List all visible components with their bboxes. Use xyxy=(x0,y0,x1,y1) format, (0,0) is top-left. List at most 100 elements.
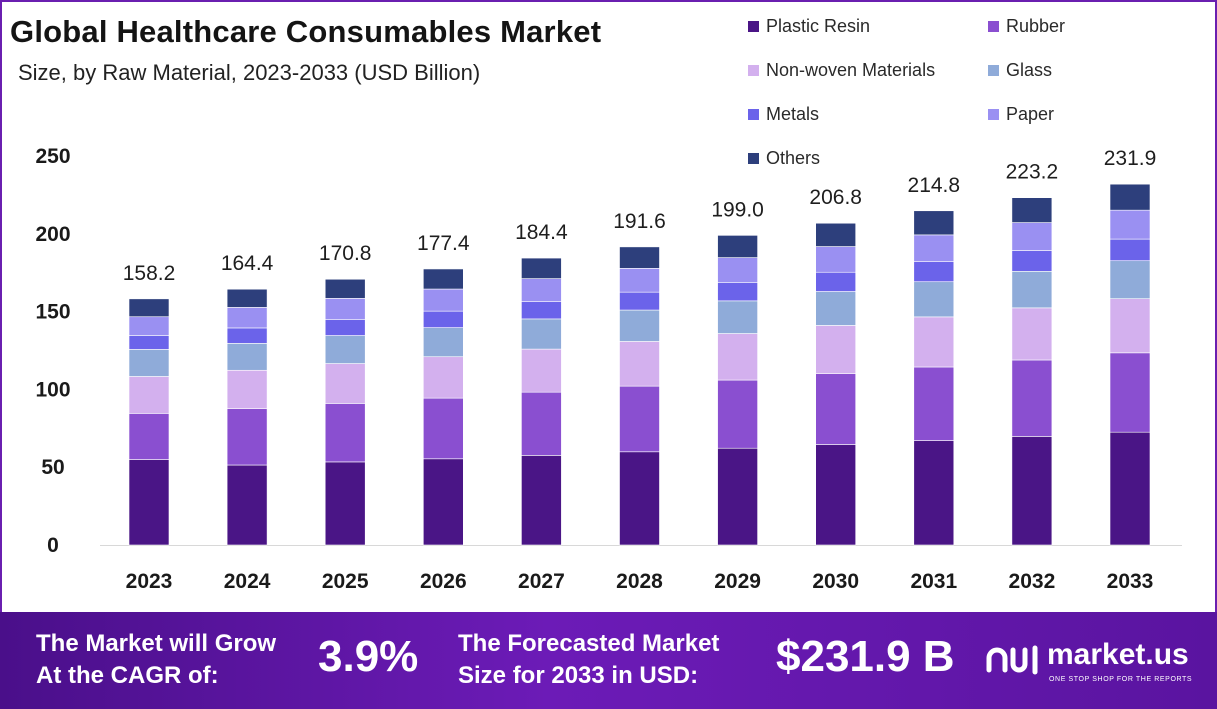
bar-segment-metals xyxy=(815,271,857,292)
bar-segment-rubber xyxy=(324,403,366,463)
bar-segment-non-woven-materials xyxy=(324,363,366,404)
forecast-value: $231.9 B xyxy=(776,632,955,681)
bar-segment-paper xyxy=(324,298,366,320)
bar-segment-plastic-resin xyxy=(717,447,758,546)
y-tick-label: 100 xyxy=(35,378,70,401)
bar-segment-metals xyxy=(619,291,660,311)
bar-total-label: 177.4 xyxy=(417,232,470,255)
legend-swatch xyxy=(748,21,759,32)
bar-segment-plastic-resin xyxy=(226,464,268,546)
y-tick-label: 150 xyxy=(35,301,70,324)
bar-total-label: 214.8 xyxy=(908,174,961,197)
bar-segment-glass xyxy=(128,349,170,377)
cagr-value: 3.9% xyxy=(318,632,419,681)
bar-segment-metals xyxy=(1109,238,1151,262)
bar-segment-non-woven-materials xyxy=(913,316,955,368)
bar-segment-plastic-resin xyxy=(422,458,464,546)
bar-segment-paper xyxy=(717,257,758,283)
bar-segment-rubber xyxy=(128,413,170,460)
bar-segment-rubber xyxy=(717,379,758,449)
legend-label: Plastic Resin xyxy=(766,16,871,36)
stacked-bar-chart: 0 50 100 150 200 250 158.2 2023 164.4 2024 170.8 20… xyxy=(35,145,1182,593)
legend-swatch xyxy=(748,109,759,120)
bar-segment-metals xyxy=(226,327,268,344)
bar-segment-paper xyxy=(1011,222,1053,251)
bar-segment-glass xyxy=(913,281,955,318)
bar-segment-rubber xyxy=(521,391,562,456)
legend-item: Rubber xyxy=(988,16,1065,37)
bar-segment-glass xyxy=(521,318,562,350)
y-tick-label: 250 xyxy=(35,145,70,168)
chart-legend: Plastic Resin Rubber Non-woven Materials Gl… xyxy=(748,16,1088,186)
bar-segment-others xyxy=(913,210,955,236)
forecast-label-line-2: Size for 2033 in USD: xyxy=(458,662,699,689)
bar-segment-rubber xyxy=(815,373,857,445)
bar-segment-non-woven-materials xyxy=(619,341,660,387)
bar-total-label: 206.8 xyxy=(809,186,862,209)
bar-segment-rubber xyxy=(226,408,268,466)
y-tick-label: 200 xyxy=(35,223,70,246)
legend-swatch xyxy=(988,65,999,76)
bar-segment-others xyxy=(422,268,464,290)
bar-segment-non-woven-materials xyxy=(226,369,268,409)
bar-segment-others xyxy=(226,288,268,308)
legend-label: Non-woven Materials xyxy=(766,60,936,80)
legend-item: Others xyxy=(748,148,820,169)
cagr-label-line-1: The Market will Grow xyxy=(36,630,277,657)
bar-segment-metals xyxy=(324,319,366,336)
bar-total-label: 199.0 xyxy=(711,198,764,221)
y-tick-label: 0 xyxy=(47,534,59,557)
legend-label: Paper xyxy=(1006,104,1055,124)
forecast-label: The Forecasted Market Size for 2033 in U… xyxy=(458,628,719,692)
bar-segment-paper xyxy=(422,288,464,312)
market-us-logo: market.us ONE STOP SHOP FOR THE REPORTS xyxy=(985,636,1205,686)
legend-swatch xyxy=(748,153,759,164)
x-tick-label: 2028 xyxy=(616,570,663,593)
bar-segment-others xyxy=(521,257,562,279)
legend-item: Plastic Resin xyxy=(748,16,870,37)
bar-segment-metals xyxy=(913,261,955,283)
bar-segment-non-woven-materials xyxy=(815,325,857,374)
bar-segment-others xyxy=(1011,197,1053,223)
bar-segment-plastic-resin xyxy=(1011,436,1053,546)
x-tick-label: 2030 xyxy=(812,570,859,593)
x-tick-label: 2032 xyxy=(1009,570,1056,593)
y-tick-label: 50 xyxy=(41,456,64,479)
legend-label: Metals xyxy=(766,104,820,124)
bar-segment-paper xyxy=(1109,209,1151,240)
legend-item: Glass xyxy=(988,60,1052,81)
bar-total-label: 158.2 xyxy=(123,262,176,285)
x-tick-label: 2024 xyxy=(224,570,271,593)
bar-segment-plastic-resin xyxy=(324,461,366,546)
legend-item: Paper xyxy=(988,104,1054,125)
bar-total-label: 164.4 xyxy=(221,252,274,275)
bar-segment-others xyxy=(717,235,758,258)
forecast-label-line-1: The Forecasted Market xyxy=(458,630,720,657)
legend-label: Rubber xyxy=(1006,16,1066,36)
legend-swatch xyxy=(988,109,999,120)
bar-total-label: 223.2 xyxy=(1006,161,1059,184)
bar-segment-non-woven-materials xyxy=(128,376,170,414)
x-tick-label: 2026 xyxy=(420,570,467,593)
cagr-label: The Market will Grow At the CAGR of: xyxy=(36,628,276,692)
bar-segment-glass xyxy=(1011,270,1053,309)
bar-segment-others xyxy=(619,246,660,269)
x-tick-label: 2029 xyxy=(714,570,761,593)
legend-item: Non-woven Materials xyxy=(748,60,935,81)
x-tick-label: 2033 xyxy=(1107,570,1154,593)
bar-segment-paper xyxy=(226,307,268,329)
bar-segment-metals xyxy=(422,310,464,328)
bar-total-label: 231.9 xyxy=(1104,147,1157,170)
cagr-label-line-2: At the CAGR of: xyxy=(36,662,219,689)
bar-segment-non-woven-materials xyxy=(1011,307,1053,361)
chart-subtitle: Size, by Raw Material, 2023-2033 (USD Bi… xyxy=(18,60,481,85)
bar-segment-glass xyxy=(717,300,758,334)
bar-segment-plastic-resin xyxy=(128,459,170,546)
bar-segment-others xyxy=(324,278,366,299)
x-tick-label: 2023 xyxy=(126,570,173,593)
bar-segment-non-woven-materials xyxy=(422,356,464,399)
legend-swatch xyxy=(748,65,759,76)
bar-segment-metals xyxy=(1011,250,1053,272)
bar-total-label: 170.8 xyxy=(319,242,372,265)
bar-segment-paper xyxy=(128,316,170,336)
